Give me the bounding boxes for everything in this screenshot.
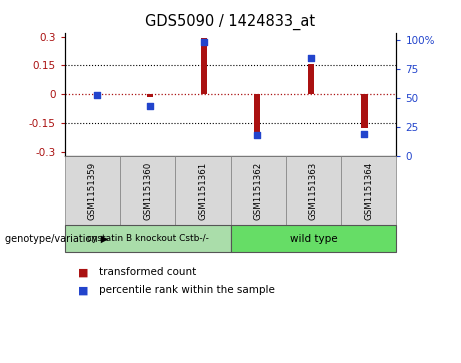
Point: [147, 103, 154, 109]
Text: percentile rank within the sample: percentile rank within the sample: [99, 285, 275, 295]
Text: ■: ■: [78, 267, 89, 277]
Point: [254, 132, 261, 138]
Text: GSM1151360: GSM1151360: [143, 162, 152, 220]
Point: [200, 38, 207, 44]
Text: transformed count: transformed count: [99, 267, 196, 277]
Bar: [201, 38, 207, 94]
Text: wild type: wild type: [290, 234, 337, 244]
Bar: [254, 94, 260, 132]
Bar: [361, 94, 367, 128]
Point: [361, 131, 368, 137]
Text: ■: ■: [78, 285, 89, 295]
Point: [93, 92, 100, 98]
Bar: [307, 65, 314, 94]
Text: GSM1151361: GSM1151361: [198, 162, 207, 220]
Text: GSM1151363: GSM1151363: [309, 162, 318, 220]
Text: GSM1151359: GSM1151359: [88, 162, 97, 220]
Title: GDS5090 / 1424833_at: GDS5090 / 1424833_at: [145, 14, 316, 30]
Text: genotype/variation ▶: genotype/variation ▶: [5, 234, 108, 244]
Text: GSM1151364: GSM1151364: [364, 162, 373, 220]
Text: GSM1151362: GSM1151362: [254, 162, 263, 220]
Text: cystatin B knockout Cstb-/-: cystatin B knockout Cstb-/-: [87, 234, 208, 243]
Bar: [147, 94, 154, 97]
Point: [307, 55, 314, 61]
